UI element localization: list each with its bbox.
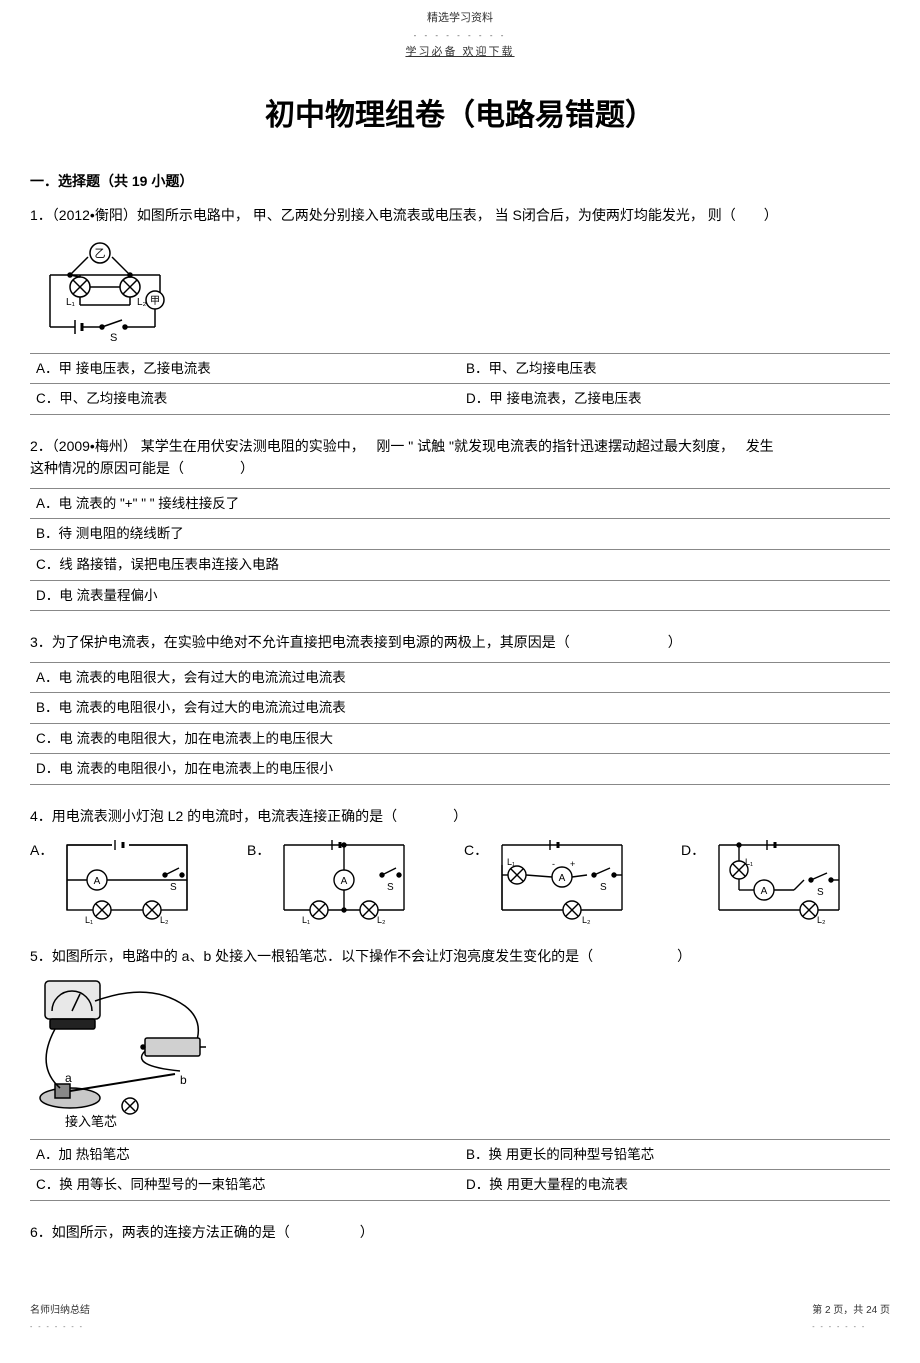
svg-text:乙: 乙 bbox=[95, 247, 106, 260]
q4-opt-c: C． L₁ A - + S L₂ bbox=[464, 835, 673, 925]
q5-opt-a: A．加 热铅笔芯 bbox=[30, 1139, 460, 1170]
q3-options: A．电 流表的电阻很大，会有过大的电流流过电流表 B．电 流表的电阻很小，会有过… bbox=[30, 662, 890, 785]
q5-options: A．加 热铅笔芯 B．换 用更长的同种型号铅笔芯 C．换 用等长、同种型号的一束… bbox=[30, 1139, 890, 1201]
q2-options: A．电 流表的 "+" " " 接线柱接反了 B．待 测电阻的绕线断了 C．线 … bbox=[30, 488, 890, 611]
svg-text:L₂: L₂ bbox=[817, 915, 826, 925]
svg-text:L₁: L₁ bbox=[66, 297, 76, 308]
q5-opt-d: D．换 用更大量程的电流表 bbox=[460, 1170, 890, 1201]
q1-opt-c: C．甲、乙均接电流表 bbox=[30, 384, 460, 415]
q4-opt-b: B． A S L₁ L₂ bbox=[247, 835, 456, 925]
q2-stem: 2．（2009•梅州） 某学生在用伏安法测电阻的实验中， 刚一 " 试触 "就发… bbox=[30, 435, 890, 480]
svg-text:A: A bbox=[761, 886, 768, 897]
svg-text:A: A bbox=[341, 876, 348, 887]
q1-options: A．甲 接电压表，乙接电流表 B．甲、乙均接电压表 C．甲、乙均接电流表 D．甲… bbox=[30, 353, 890, 415]
q2-opt-a: A．电 流表的 "+" " " 接线柱接反了 bbox=[30, 488, 890, 519]
svg-text:L₁: L₁ bbox=[302, 915, 310, 925]
section-title: 一．选择题（共 19 小题） bbox=[30, 170, 890, 192]
question-1: 1．（2012•衡阳）如图所示电路中， 甲、乙两处分别接入电流表或电压表， 当 … bbox=[30, 204, 890, 415]
page-title: 初中物理组卷（电路易错题） bbox=[30, 92, 890, 140]
q4-opt-a-label: A． bbox=[30, 835, 53, 861]
q2-stem-line2: 这种情况的原因可能是（ ） bbox=[30, 460, 254, 476]
svg-text:A: A bbox=[559, 873, 566, 884]
q4-opt-b-label: B． bbox=[247, 835, 270, 861]
q2-stem-prefix: 2．（2009•梅州） 某学生在用伏安法测电阻的实验中， bbox=[30, 438, 365, 454]
svg-text:L₁: L₁ bbox=[85, 915, 93, 925]
svg-text:b: b bbox=[180, 1073, 187, 1087]
q2-opt-d: D．电 流表量程偏小 bbox=[30, 580, 890, 611]
q3-opt-d: D．电 流表的电阻很小，加在电流表上的电压很小 bbox=[30, 754, 890, 785]
question-2: 2．（2009•梅州） 某学生在用伏安法测电阻的实验中， 刚一 " 试触 "就发… bbox=[30, 435, 890, 611]
footer-left: 名师归纳总结 - - - - - - - bbox=[30, 1303, 90, 1335]
q6-stem: 6．如图所示，两表的连接方法正确的是（ ） bbox=[30, 1221, 890, 1243]
q1-stem: 1．（2012•衡阳）如图所示电路中， 甲、乙两处分别接入电流表或电压表， 当 … bbox=[30, 204, 890, 226]
question-5: 5．如图所示，电路中的 a、b 处接入一根铅笔芯．以下操作不会让灯泡亮度发生变化… bbox=[30, 945, 890, 1201]
q4-opt-c-label: C． bbox=[464, 835, 488, 861]
page-footer: 名师归纳总结 - - - - - - - 第 2 页，共 24 页 - - - … bbox=[30, 1303, 890, 1333]
question-4: 4．用电流表测小灯泡 L2 的电流时，电流表连接正确的是（ ） A． A S bbox=[30, 805, 890, 925]
q2-stem-mid: 刚一 " 试触 "就发现电流表的指针迅速摆动超过最大刻度， bbox=[376, 438, 734, 454]
svg-text:L₂: L₂ bbox=[160, 915, 169, 925]
svg-text:L₁: L₁ bbox=[745, 857, 753, 867]
svg-text:S: S bbox=[817, 887, 824, 898]
q3-opt-c: C．电 流表的电阻很大，加在电流表上的电压很大 bbox=[30, 723, 890, 754]
q4-circuit-d: L₁ A S L₂ bbox=[709, 835, 849, 925]
q5-figure: b a 接入笔芯 bbox=[30, 976, 890, 1131]
q4-circuit-a: A S L₁ L₂ bbox=[57, 835, 197, 925]
q1-opt-d: D．甲 接电流表，乙接电压表 bbox=[460, 384, 890, 415]
q2-opt-b: B．待 测电阻的绕线断了 bbox=[30, 519, 890, 550]
q3-opt-b: B．电 流表的电阻很小，会有过大的电流流过电流表 bbox=[30, 693, 890, 724]
q5-opt-b: B．换 用更长的同种型号铅笔芯 bbox=[460, 1139, 890, 1170]
q4-opt-d-label: D． bbox=[681, 835, 705, 861]
q1-opt-b: B．甲、乙均接电压表 bbox=[460, 353, 890, 384]
q1-opt-a: A．甲 接电压表，乙接电流表 bbox=[30, 353, 460, 384]
svg-text:+: + bbox=[570, 859, 575, 869]
svg-text:S: S bbox=[600, 882, 607, 893]
q4-stem: 4．用电流表测小灯泡 L2 的电流时，电流表连接正确的是（ ） bbox=[30, 805, 890, 827]
svg-text:a: a bbox=[65, 1071, 72, 1085]
question-3: 3．为了保护电流表，在实验中绝对不允许直接把电流表接到电源的两极上，其原因是（ … bbox=[30, 631, 890, 785]
svg-text:S: S bbox=[110, 332, 117, 344]
q5-caption: 接入笔芯 bbox=[65, 1114, 117, 1129]
svg-text:S: S bbox=[387, 882, 394, 893]
footer-right: 第 2 页，共 24 页 - - - - - - - bbox=[812, 1303, 890, 1335]
svg-text:L₁: L₁ bbox=[507, 857, 515, 867]
q2-opt-c: C．线 路接错，误把电压表串连接入电路 bbox=[30, 549, 890, 580]
q4-circuit-c: L₁ A - + S L₂ bbox=[492, 835, 632, 925]
svg-text:甲: 甲 bbox=[150, 296, 160, 307]
svg-text:-: - bbox=[552, 859, 555, 869]
q4-opt-d: D． L₁ A S L₂ bbox=[681, 835, 890, 925]
q1-figure: 乙 L₁ L₂ 甲 bbox=[30, 235, 890, 345]
header-dashes: - - - - - - - - - bbox=[30, 30, 890, 43]
svg-text:S: S bbox=[170, 882, 177, 893]
q4-option-images: A． A S L₁ L₂ bbox=[30, 835, 890, 925]
q4-opt-a: A． A S L₁ L₂ bbox=[30, 835, 239, 925]
header-top: 精选学习资料 bbox=[30, 10, 890, 28]
q3-stem: 3．为了保护电流表，在实验中绝对不允许直接把电流表接到电源的两极上，其原因是（ … bbox=[30, 631, 890, 653]
svg-text:L₂: L₂ bbox=[137, 297, 147, 308]
svg-text:L₂: L₂ bbox=[377, 915, 386, 925]
q4-circuit-b: A S L₁ L₂ bbox=[274, 835, 414, 925]
question-6: 6．如图所示，两表的连接方法正确的是（ ） bbox=[30, 1221, 890, 1243]
q5-stem: 5．如图所示，电路中的 a、b 处接入一根铅笔芯．以下操作不会让灯泡亮度发生变化… bbox=[30, 945, 890, 967]
q3-opt-a: A．电 流表的电阻很大，会有过大的电流流过电流表 bbox=[30, 662, 890, 693]
header-sub: 学习必备 欢迎下载 bbox=[30, 44, 890, 62]
q2-stem-end: 发生 bbox=[746, 438, 774, 454]
svg-text:L₂: L₂ bbox=[582, 915, 591, 925]
q5-opt-c: C．换 用等长、同种型号的一束铅笔芯 bbox=[30, 1170, 460, 1201]
svg-text:A: A bbox=[94, 876, 101, 887]
